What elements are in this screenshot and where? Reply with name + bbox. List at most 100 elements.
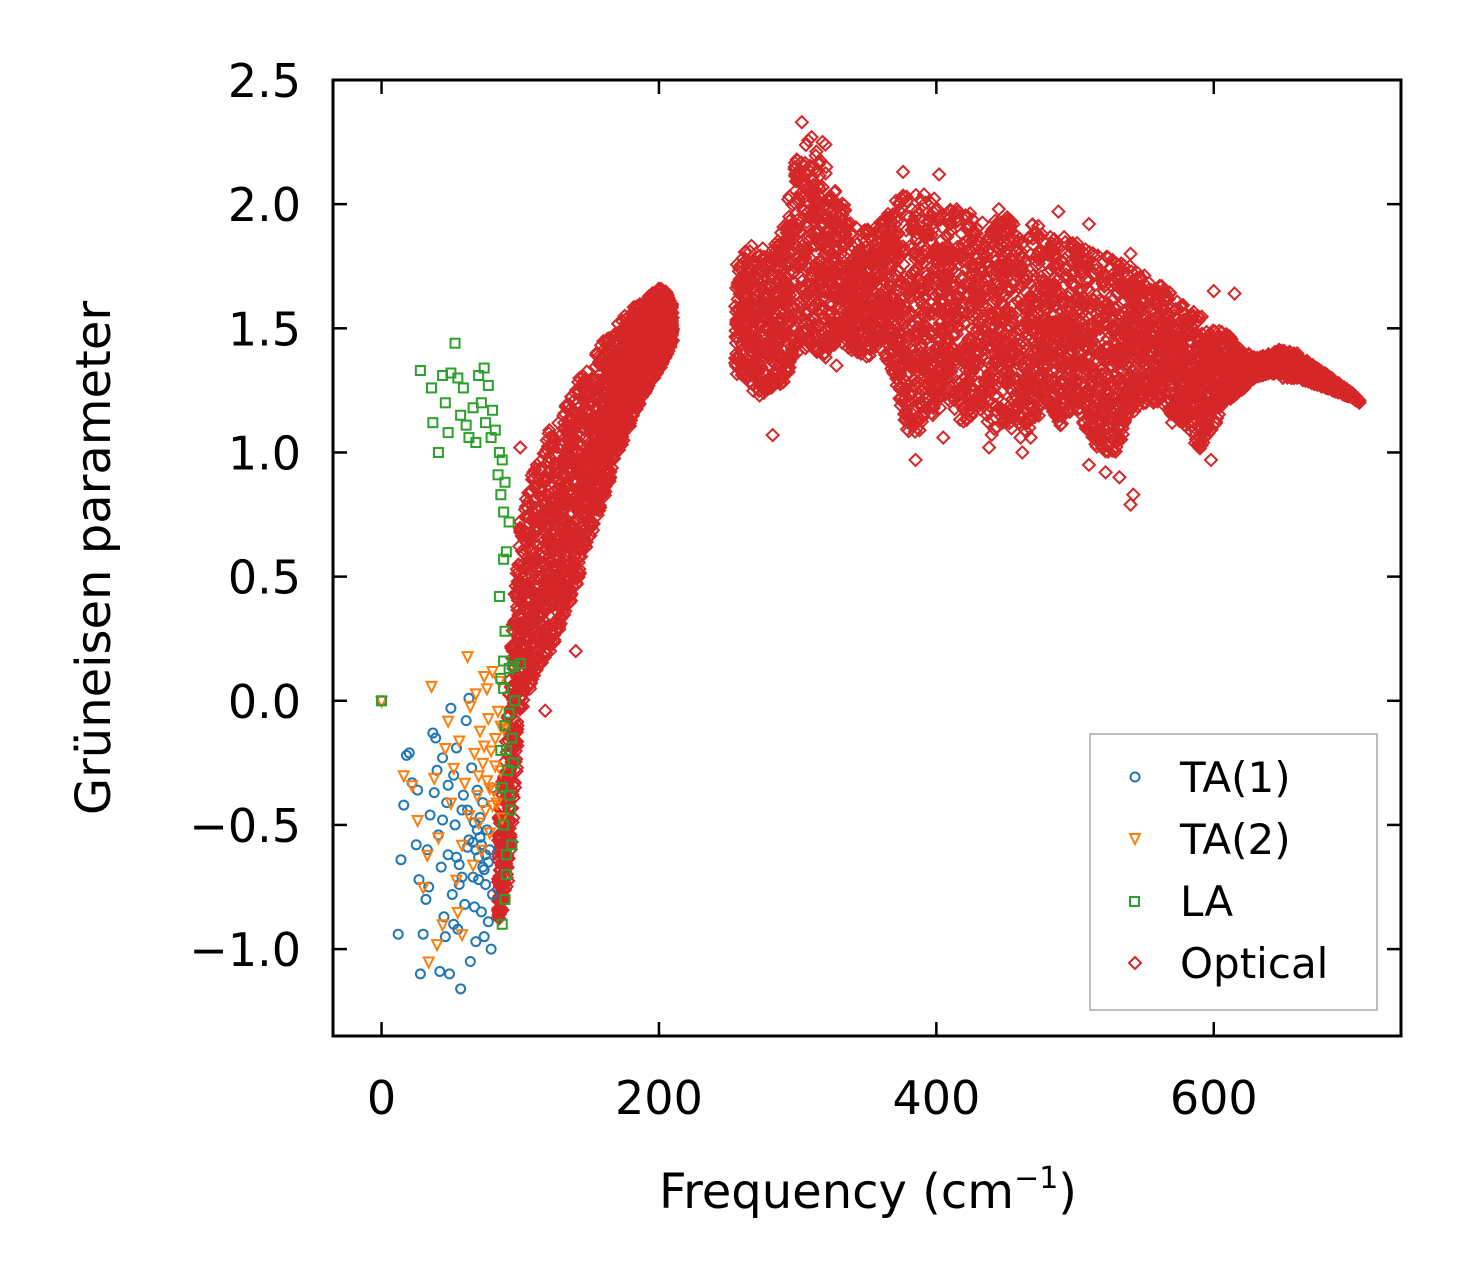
optical-point <box>1161 291 1176 307</box>
optical-point <box>571 549 587 564</box>
optical-point <box>585 413 601 428</box>
optical-point <box>533 586 548 602</box>
optical-point <box>529 457 545 473</box>
optical-point <box>518 499 534 515</box>
optical-point <box>545 594 561 610</box>
optical-point <box>911 342 927 358</box>
optical-point <box>590 412 606 428</box>
optical-point <box>599 423 614 439</box>
optical-point <box>578 399 594 415</box>
optical-point <box>543 587 559 603</box>
optical-point <box>560 490 576 506</box>
optical-point <box>539 575 555 591</box>
optical-point <box>616 357 632 373</box>
optical-point <box>647 310 663 326</box>
optical-point <box>601 378 617 394</box>
optical-point <box>506 637 521 653</box>
optical-point <box>652 341 668 357</box>
optical-point <box>588 456 604 472</box>
series-optical <box>490 114 1367 926</box>
optical-point <box>660 343 676 359</box>
optical-point <box>571 464 587 479</box>
optical-point <box>553 480 569 496</box>
optical-point <box>557 555 572 571</box>
optical-point <box>578 470 594 486</box>
optical-point <box>1082 407 1098 423</box>
optical-point <box>588 478 604 494</box>
optical-point <box>618 366 634 382</box>
optical-point <box>582 505 598 520</box>
optical-point <box>1040 264 1056 279</box>
optical-point <box>615 340 631 356</box>
optical-point <box>541 430 557 446</box>
optical-point <box>490 903 506 919</box>
optical-point <box>636 357 651 372</box>
optical-point <box>804 188 820 204</box>
optical-point <box>605 343 621 359</box>
optical-point <box>578 456 594 472</box>
optical-point <box>595 333 611 349</box>
optical-point <box>574 437 590 453</box>
optical-point <box>656 329 671 345</box>
optical-point <box>539 566 555 582</box>
optical-point <box>502 820 517 836</box>
optical-point <box>530 592 546 608</box>
optical-point <box>513 520 529 536</box>
optical-point <box>586 516 602 532</box>
optical-point <box>555 539 571 555</box>
optical-point <box>554 502 570 518</box>
optical-point <box>512 514 528 530</box>
optical-point <box>492 862 508 878</box>
optical-point <box>589 502 605 518</box>
optical-point <box>575 380 591 396</box>
optical-point <box>600 331 615 347</box>
optical-point <box>541 538 557 554</box>
optical-point <box>599 408 615 424</box>
optical-point <box>573 549 589 564</box>
optical-point <box>647 304 663 320</box>
optical-point <box>1101 376 1117 392</box>
optical-point <box>614 380 630 395</box>
optical-point <box>511 557 526 573</box>
optical-point <box>635 353 651 369</box>
optical-point <box>519 579 535 595</box>
optical-point <box>561 397 577 413</box>
optical-point <box>544 543 560 558</box>
optical-point <box>553 523 569 538</box>
optical-point <box>535 605 551 621</box>
optical-point <box>511 668 527 684</box>
optical-point <box>545 574 561 590</box>
optical-point <box>520 494 536 510</box>
optical-point <box>634 379 650 395</box>
optical-point <box>498 858 514 874</box>
optical-point <box>619 315 634 331</box>
optical-point <box>511 607 526 623</box>
optical-point <box>800 132 816 148</box>
optical-point <box>540 641 556 657</box>
optical-point <box>632 343 648 359</box>
optical-point <box>553 558 569 574</box>
optical-point <box>505 810 521 826</box>
optical-point <box>597 368 613 384</box>
optical-point <box>573 541 589 557</box>
optical-point <box>526 464 541 480</box>
optical-point <box>566 560 581 576</box>
optical-point <box>636 331 652 347</box>
optical-point <box>784 262 800 278</box>
optical-point <box>573 470 589 486</box>
optical-point <box>552 608 568 624</box>
optical-point <box>580 382 596 398</box>
optical-point <box>632 329 648 345</box>
optical-point <box>595 378 611 394</box>
optical-point <box>522 681 538 697</box>
optical-point <box>574 482 590 498</box>
optical-point <box>592 457 608 473</box>
optical-point <box>509 586 525 601</box>
optical-point <box>495 902 510 918</box>
optical-point <box>607 326 623 342</box>
optical-point <box>529 570 545 586</box>
optical-point <box>514 618 529 634</box>
optical-point <box>617 347 633 363</box>
optical-point <box>555 602 571 618</box>
